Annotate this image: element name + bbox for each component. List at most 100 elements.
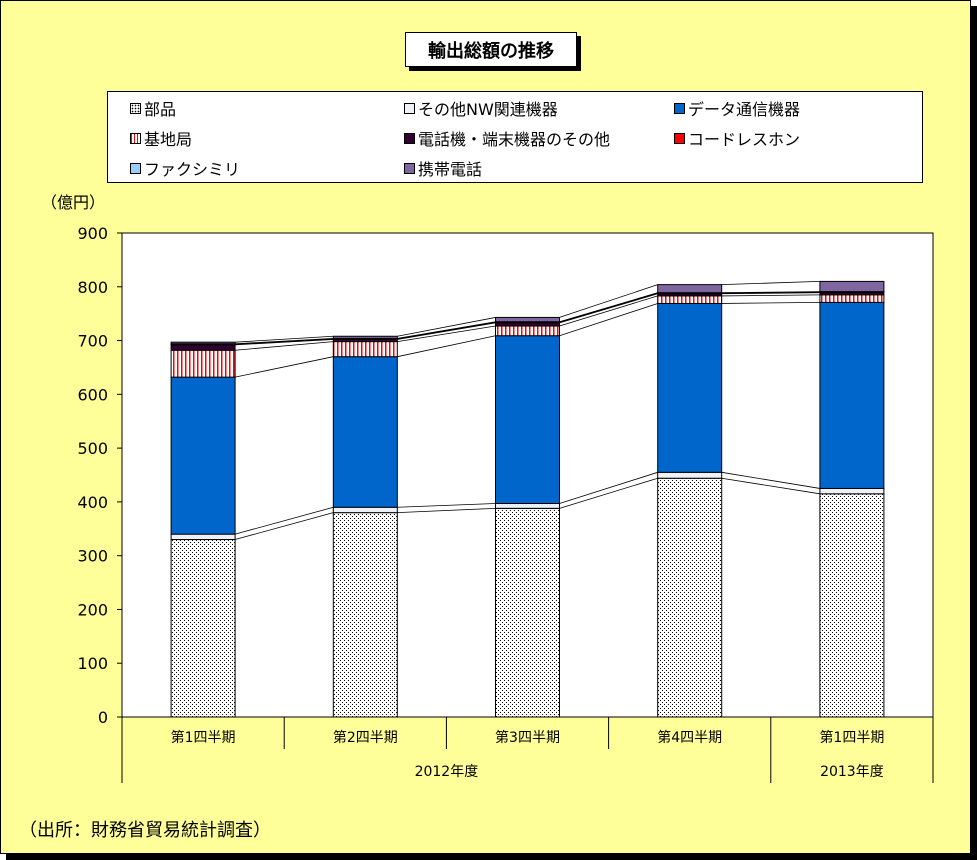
legend-item: データ通信機器: [674, 96, 800, 120]
bar-segment: [819, 301, 885, 489]
series-line: [234, 506, 334, 535]
legend-label: データ通信機器: [688, 100, 801, 119]
y-axis-unit-label: （億円）: [41, 193, 106, 212]
legend-label: その他NW関連機器: [418, 100, 558, 119]
bar-segment: [332, 356, 398, 508]
bar-segment: [819, 493, 885, 718]
bar-segment: [657, 302, 723, 473]
bar-segment: [495, 507, 560, 718]
series-line: [559, 293, 658, 324]
legend: 部品 その他NW関連機器 データ通信機器基地局 電話機・端末機器のその他 コードレスホン…: [107, 91, 923, 183]
legend-swatch: [404, 162, 415, 174]
series-line: [235, 356, 334, 378]
bar-segment: [495, 335, 560, 505]
y-tick-label: 200: [77, 600, 108, 619]
bar-segment: [170, 344, 236, 351]
series-line: [397, 321, 496, 339]
legend-swatch: [674, 132, 685, 144]
year-group-label: 2012年度: [415, 764, 479, 780]
bar-segment: [170, 376, 236, 535]
legend-item: その他NW関連機器: [404, 96, 558, 120]
y-tick-label: 300: [77, 547, 108, 566]
series-line: [559, 295, 658, 327]
bar-segment: [332, 506, 398, 514]
series-line: [559, 292, 658, 323]
legend-swatch: [130, 102, 141, 114]
bar-segment: [495, 325, 560, 337]
source-note: （出所：財務省貿易統計調査）: [19, 820, 271, 841]
series-line: [559, 477, 658, 509]
bar-segment: [819, 487, 885, 495]
series-line: [235, 338, 334, 345]
series-line: [397, 335, 496, 358]
series-line: [234, 512, 334, 540]
y-tick-label: 0: [98, 708, 108, 727]
series-line: [397, 321, 496, 340]
y-tick-label: 800: [77, 278, 108, 297]
legend-swatch: [130, 162, 141, 174]
bar-segment: [495, 316, 560, 323]
category-label: 第2四半期: [333, 729, 398, 746]
category-label: 第4四半期: [657, 729, 722, 746]
y-tick-label: 100: [77, 654, 108, 673]
bar-segment: [170, 539, 236, 718]
legend-swatch: [404, 102, 415, 114]
legend-item: 部品: [130, 96, 176, 120]
legend-item: コードレスホン: [674, 126, 800, 150]
bar-segment: [332, 335, 398, 339]
series-line: [235, 341, 334, 351]
bar-segment: [170, 341, 236, 345]
bar-segment: [332, 512, 398, 718]
year-group-label: 2013年度: [820, 764, 884, 780]
chart-title: 輸出総額の推移: [405, 32, 577, 67]
bar-segment: [657, 295, 723, 304]
y-tick-label: 900: [77, 224, 108, 243]
bar-segment: [332, 341, 398, 358]
series-line: [397, 325, 496, 343]
bar-segment: [170, 533, 236, 541]
series-line: [235, 335, 334, 343]
legend-item: ファクシミリ: [130, 156, 240, 180]
legend-label: 携帯電話: [418, 160, 483, 179]
legend-swatch: [674, 102, 685, 114]
legend-label: ファクシミリ: [144, 160, 241, 179]
category-label: 第1四半期: [819, 729, 884, 746]
legend-item: 基地局: [130, 126, 192, 150]
series-line: [559, 471, 658, 504]
legend-swatch: [404, 132, 415, 144]
bar-segment: [657, 471, 723, 479]
bar-segment: [819, 280, 885, 293]
category-label: 第1四半期: [171, 729, 236, 746]
legend-swatch: [130, 132, 141, 144]
series-line: [721, 471, 820, 489]
legend-label: 電話機・端末機器のその他: [418, 130, 611, 149]
series-line: [559, 303, 658, 337]
y-tick-label: 700: [77, 332, 108, 351]
series-line: [559, 284, 658, 318]
bar-segment: [657, 477, 723, 718]
series-line: [235, 339, 334, 346]
legend-label: 部品: [144, 100, 177, 119]
series-line: [721, 477, 820, 495]
series-line: [721, 301, 820, 304]
series-line: [397, 322, 496, 340]
bar-segment: [657, 284, 723, 294]
y-tick-label: 600: [77, 385, 108, 404]
bar-segment: [495, 503, 560, 509]
series-line: [397, 317, 496, 337]
series-line: [721, 291, 820, 294]
series-line: [721, 294, 820, 297]
series-line: [721, 292, 820, 295]
series-line: [721, 281, 820, 286]
legend-label: 基地局: [144, 130, 193, 149]
series-line: [397, 503, 496, 508]
y-tick-label: 500: [77, 439, 108, 458]
legend-item: 電話機・端末機器のその他: [404, 126, 610, 150]
legend-label: コードレスホン: [688, 130, 801, 149]
legend-item: 携帯電話: [404, 156, 482, 180]
series-line: [397, 507, 496, 514]
series-line: [559, 292, 658, 323]
y-tick-label: 400: [77, 493, 108, 512]
